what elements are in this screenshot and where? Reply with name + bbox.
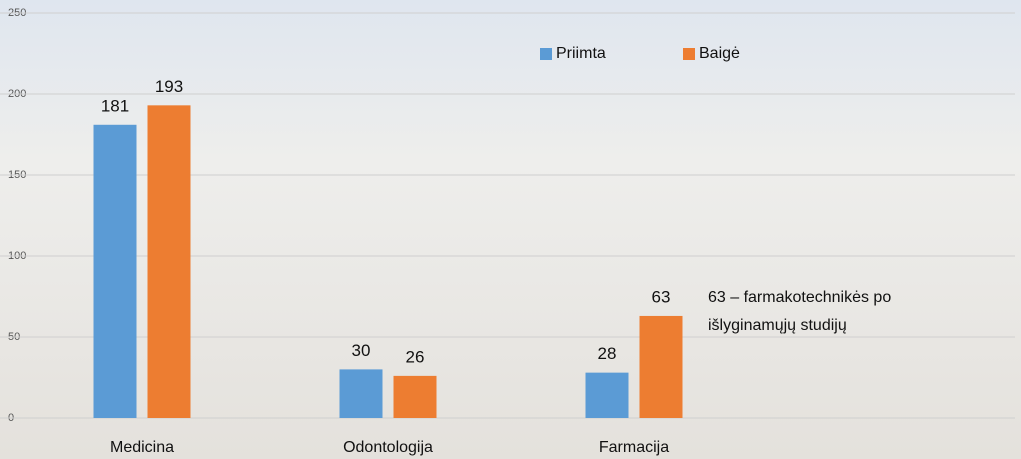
- value-label: 26: [406, 347, 425, 366]
- bar: [148, 105, 191, 418]
- legend-swatch: [683, 48, 695, 60]
- bar: [640, 316, 683, 418]
- value-label: 181: [101, 96, 129, 115]
- x-tick-label: Odontologija: [343, 439, 433, 456]
- chart: 63 – farmakotechnikės po išlyginamųjų st…: [0, 0, 1021, 459]
- bar: [586, 373, 629, 418]
- legend-swatch: [540, 48, 552, 60]
- value-label: 63: [652, 287, 671, 306]
- annotation: išlyginamųjų studijų: [708, 317, 847, 334]
- legend-label: Priimta: [556, 45, 606, 62]
- bar: [340, 369, 383, 418]
- value-label: 28: [598, 344, 617, 363]
- bar: [94, 125, 137, 418]
- bar: [394, 376, 437, 418]
- x-tick-label: Farmacija: [599, 439, 669, 456]
- x-tick-label: Medicina: [110, 439, 174, 456]
- legend-label: Baigė: [699, 45, 740, 62]
- page: 63 – farmakotechnikės po išlyginamųjų st…: [0, 0, 1021, 459]
- value-label: 30: [352, 341, 371, 360]
- value-label: 193: [155, 77, 183, 96]
- annotation: 63 – farmakotechnikės po: [708, 289, 891, 306]
